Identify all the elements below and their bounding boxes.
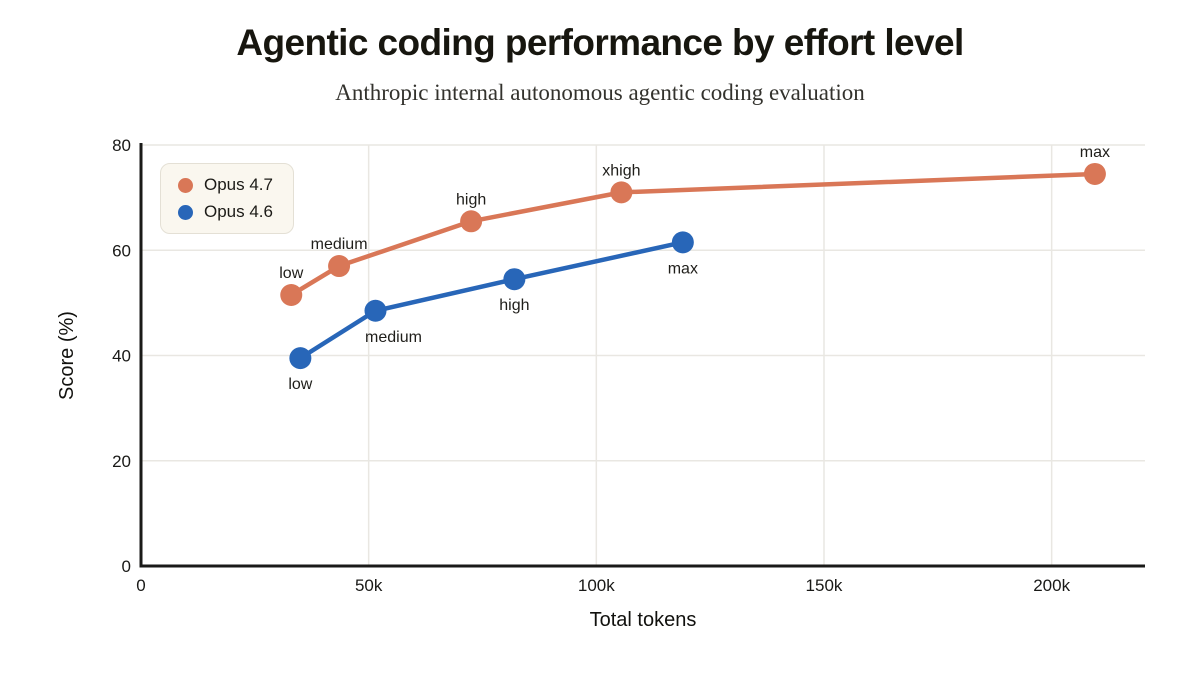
data-point-label: low — [288, 376, 312, 393]
data-point-label: max — [1080, 144, 1110, 161]
data-point — [289, 347, 312, 370]
x-tick-label: 100k — [578, 576, 615, 595]
data-point-label: medium — [311, 236, 368, 253]
legend-dot-opus-4-6-icon — [178, 204, 193, 220]
chart-subtitle: Anthropic internal autonomous agentic co… — [335, 80, 865, 105]
data-point-label: xhigh — [602, 162, 640, 179]
legend-label-opus-4-6: Opus 4.6 — [204, 202, 273, 221]
data-point — [460, 210, 483, 233]
legend: Opus 4.7 Opus 4.6 — [160, 163, 294, 234]
y-tick-label: 40 — [112, 347, 131, 366]
data-point — [671, 231, 694, 254]
data-point — [610, 181, 633, 204]
x-tick-label: 150k — [806, 576, 843, 595]
series-line — [298, 240, 686, 361]
legend-item-opus-4-6: Opus 4.6 — [178, 202, 273, 222]
data-point — [328, 255, 351, 278]
data-point-label: low — [279, 265, 303, 282]
data-point-label: medium — [365, 329, 422, 346]
data-point — [280, 283, 303, 306]
data-point — [364, 299, 387, 322]
y-axis-title: Score (%) — [56, 311, 78, 400]
legend-item-opus-4-7: Opus 4.7 — [178, 175, 273, 195]
data-point — [1083, 162, 1106, 185]
data-point-label: high — [499, 297, 529, 314]
legend-dot-opus-4-7-icon — [178, 177, 193, 193]
legend-label-opus-4-7: Opus 4.7 — [204, 175, 273, 194]
data-point — [503, 268, 526, 291]
data-point-label: high — [456, 191, 486, 208]
y-tick-label: 60 — [112, 241, 131, 260]
x-tick-label: 50k — [355, 576, 383, 595]
data-point-label: max — [668, 260, 698, 277]
y-tick-label: 80 — [112, 136, 131, 155]
x-axis-title: Total tokens — [590, 609, 697, 631]
x-tick-label: 0 — [136, 576, 145, 595]
chart-title: Agentic coding performance by effort lev… — [236, 22, 964, 63]
y-tick-label: 0 — [122, 557, 131, 576]
y-tick-label: 20 — [112, 452, 131, 471]
x-tick-label: 200k — [1033, 576, 1070, 595]
